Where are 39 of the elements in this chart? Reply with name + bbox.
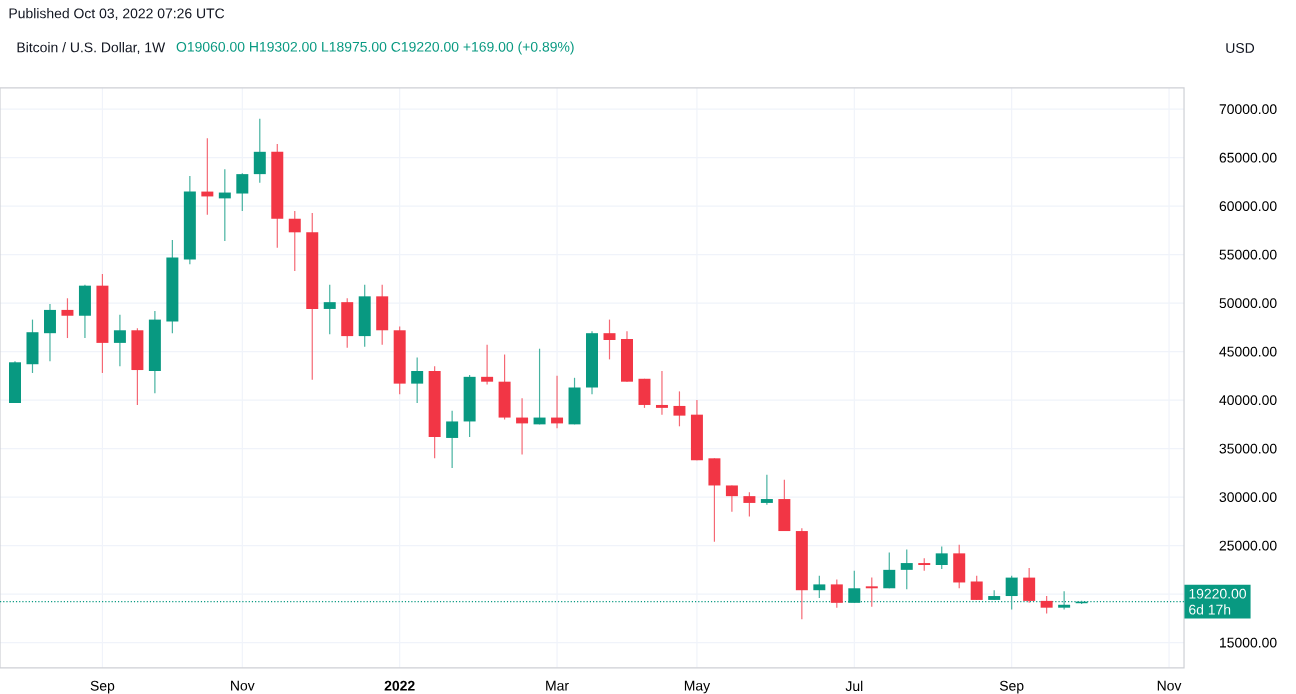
candlestick xyxy=(26,319,39,374)
candlestick xyxy=(481,344,494,386)
candlestick xyxy=(603,319,616,360)
candlestick xyxy=(638,378,651,409)
candlestick xyxy=(830,578,843,609)
candlestick xyxy=(620,330,633,383)
candlestick xyxy=(568,377,581,425)
candlestick xyxy=(288,210,301,272)
candlestick xyxy=(376,284,389,346)
candlestick xyxy=(131,327,144,406)
candlestick xyxy=(900,548,913,590)
candlestick xyxy=(708,457,721,543)
candlestick xyxy=(935,545,948,570)
candlestick xyxy=(341,297,354,349)
candlestick xyxy=(1023,567,1036,604)
candlestick xyxy=(43,303,56,362)
candlestick xyxy=(865,577,878,608)
candlestick xyxy=(61,297,74,339)
candlestick xyxy=(323,284,336,335)
candlestick xyxy=(411,356,424,404)
candlestick xyxy=(253,118,266,184)
candlestick xyxy=(498,353,511,421)
candlestick xyxy=(953,544,966,589)
candlestick xyxy=(673,390,686,427)
candlestick xyxy=(78,284,91,339)
candlestick xyxy=(113,314,126,367)
candlestick xyxy=(725,484,738,513)
candlestick xyxy=(970,575,983,601)
candlestick xyxy=(743,491,756,518)
candlestick xyxy=(655,370,668,416)
candlestick xyxy=(358,284,371,348)
candlestick xyxy=(9,360,21,404)
candlestick xyxy=(778,479,791,532)
candlestick xyxy=(760,474,773,506)
candlestick xyxy=(236,172,249,212)
candlestick xyxy=(883,551,896,589)
candlestick xyxy=(446,410,459,469)
candlestick xyxy=(690,399,703,461)
candlestick xyxy=(463,374,476,438)
